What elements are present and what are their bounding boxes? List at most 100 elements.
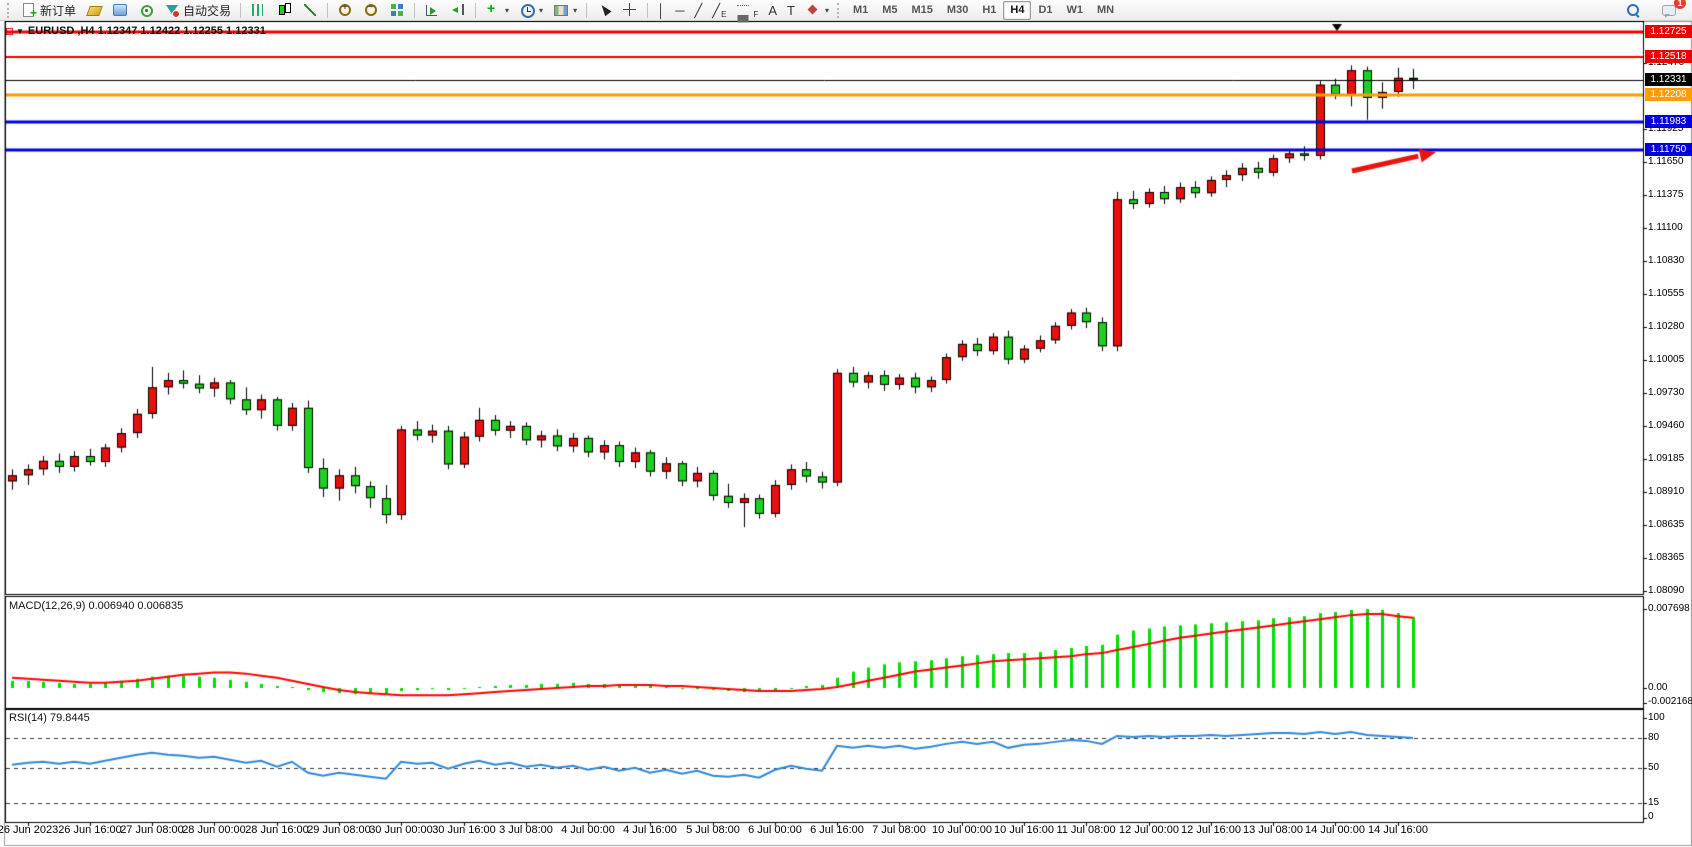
- timeframe-D1[interactable]: D1: [1038, 3, 1053, 16]
- toolbar-separator: [586, 2, 588, 18]
- price-line-label: 1.12725: [1645, 25, 1692, 38]
- market-watch-button[interactable]: [107, 0, 133, 21]
- periods-button[interactable]: ▾: [514, 0, 548, 21]
- dropdown-caret-icon: ▾: [539, 5, 544, 15]
- indicators-icon: [485, 0, 501, 18]
- auto-trading-button[interactable]: 自动交易: [159, 0, 236, 21]
- cursor-icon: [596, 2, 612, 18]
- templates-button[interactable]: ▾: [548, 0, 582, 21]
- channel-button[interactable]: ╱ E: [707, 0, 731, 21]
- symbol-title-text: EURUSD ,H4 1.12347 1.12422 1.12255 1.123…: [27, 25, 266, 37]
- text-button-glyph: A: [768, 2, 777, 18]
- chart-shift-icon: [450, 2, 466, 18]
- horizontal-line-button-glyph: ─: [675, 2, 685, 18]
- price-line-label: 1.11750: [1645, 143, 1692, 156]
- tile-windows-button[interactable]: [384, 0, 410, 21]
- rsi-tick: 100: [1648, 712, 1665, 723]
- macd-tick: 0.007698: [1648, 603, 1690, 614]
- chart-window: ▼ EURUSD ,H4 1.12347 1.12422 1.12255 1.1…: [0, 21, 1692, 847]
- bar-chart-button[interactable]: [245, 0, 271, 21]
- channel-button-subscript: E: [721, 9, 727, 19]
- zoom-out-button[interactable]: [358, 0, 384, 21]
- trendline-button[interactable]: ╱: [689, 0, 707, 21]
- toolbar-grip[interactable]: [7, 2, 13, 18]
- price-tick: 1.10830: [1648, 255, 1685, 266]
- timeframe-M1[interactable]: M1: [852, 3, 869, 16]
- toolbar-separator: [414, 2, 416, 18]
- timeframe-M15[interactable]: M15: [911, 3, 933, 16]
- price-tick: 1.09185: [1648, 453, 1685, 464]
- macd-indicator-label: MACD(12,26,9) 0.006940 0.006835: [9, 600, 184, 612]
- market-watch-icon: [112, 2, 128, 18]
- profile-icon: [86, 2, 102, 18]
- price-tick: 1.10555: [1648, 288, 1685, 299]
- cursor-button[interactable]: [591, 0, 617, 21]
- timeframe-M5[interactable]: M5: [882, 3, 898, 16]
- vertical-line-button-glyph: │: [657, 2, 666, 18]
- zoom-out-icon: [363, 2, 379, 18]
- vertical-line-button[interactable]: │: [652, 0, 670, 21]
- timeframe-M30[interactable]: M30: [946, 3, 969, 16]
- chart-menu-arrow-icon[interactable]: ▼: [16, 26, 24, 36]
- toolbar-right: 1: [1620, 0, 1688, 21]
- pane-splitter-rsi[interactable]: [0, 707, 1692, 711]
- auto-trading-button-label: 自动交易: [183, 3, 232, 18]
- dropdown-caret-icon: ▾: [505, 5, 510, 15]
- rsi-indicator-label: RSI(14) 79.8445: [9, 712, 90, 724]
- price-tick: 1.11925: [1648, 123, 1684, 134]
- line-chart-button[interactable]: [297, 0, 323, 21]
- timeframe-H4[interactable]: H4: [1003, 0, 1032, 20]
- date-label: 30 Jun 00:00: [369, 824, 433, 836]
- channel-button-glyph: ╱: [712, 2, 721, 18]
- timeframe-H1[interactable]: H1: [982, 3, 997, 16]
- search-button[interactable]: [1620, 0, 1646, 21]
- candle-chart-button[interactable]: [271, 0, 297, 21]
- new-order-button[interactable]: 新订单: [16, 0, 81, 21]
- timeframe-MN[interactable]: MN: [1097, 3, 1115, 16]
- price-tick: 1.08635: [1648, 519, 1685, 530]
- text-label-button-glyph: T: [786, 2, 795, 18]
- navigator-button[interactable]: [133, 0, 159, 21]
- date-label: 5 Jul 08:00: [686, 824, 740, 836]
- fibonacci-button[interactable]: F: [731, 0, 763, 21]
- date-label: 28 Jun 16:00: [245, 824, 309, 836]
- price-tick: 1.11375: [1648, 189, 1684, 200]
- zoom-in-button[interactable]: [332, 0, 358, 21]
- candle-chart-icon: [276, 2, 292, 18]
- horizontal-line-button[interactable]: ─: [670, 0, 689, 21]
- arrows-button[interactable]: ▾: [800, 0, 834, 21]
- chart-shift-button[interactable]: [445, 0, 471, 21]
- timeframe-W1[interactable]: W1: [1066, 3, 1084, 16]
- text-button[interactable]: A: [763, 0, 782, 21]
- price-tick: 1.08090: [1648, 585, 1685, 596]
- price-line-label: 1.12518: [1645, 50, 1692, 63]
- auto-scroll-button[interactable]: [419, 0, 445, 21]
- date-label: 7 Jul 08:00: [872, 824, 926, 836]
- pane-splitter-macd[interactable]: [0, 593, 1692, 597]
- price-line-label: 1.12208: [1645, 88, 1692, 101]
- rsi-tick: 15: [1648, 797, 1660, 808]
- chart-canvas[interactable]: [0, 21, 1692, 847]
- trendline-button-glyph: ╱: [694, 2, 703, 18]
- templates-icon: [553, 2, 569, 18]
- price-tick: 1.08910: [1648, 486, 1685, 497]
- new-order-button-label: 新订单: [40, 3, 77, 18]
- crosshair-button[interactable]: [617, 0, 643, 21]
- date-label: 4 Jul 16:00: [623, 824, 677, 836]
- date-label: 29 Jun 08:00: [307, 824, 371, 836]
- rsi-tick: 80: [1648, 732, 1660, 743]
- auto-trading-icon: [164, 2, 181, 18]
- timeframe-grip[interactable]: [836, 2, 843, 18]
- macd-tick: -0.002168: [1648, 696, 1692, 707]
- date-label: 6 Jul 16:00: [810, 824, 864, 836]
- zoom-in-icon: [337, 2, 353, 18]
- text-label-button[interactable]: T: [782, 0, 800, 21]
- crosshair-icon: [622, 2, 638, 18]
- notifications-button[interactable]: 1: [1656, 0, 1686, 21]
- dropdown-caret-icon: ▾: [824, 5, 829, 15]
- profile-button[interactable]: [81, 0, 107, 21]
- indicators-button[interactable]: ▾: [480, 0, 514, 21]
